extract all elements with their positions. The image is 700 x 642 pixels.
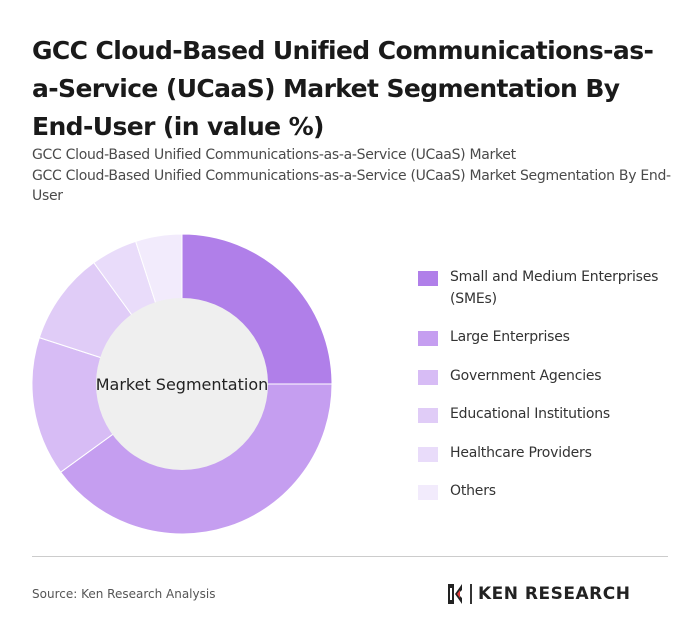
legend-label: Healthcare Providers <box>450 445 592 461</box>
legend-label: Educational Institutions <box>450 406 610 422</box>
legend-label: Government Agencies <box>450 368 602 384</box>
chart-subtitle-2: GCC Cloud-Based Unified Communications-a… <box>32 168 671 204</box>
legend-swatch <box>418 408 438 423</box>
brand-name: KEN RESEARCH <box>478 584 631 604</box>
legend-item-healthcare-providers: Healthcare Providers <box>418 442 675 464</box>
legend-swatch <box>418 447 438 462</box>
donut-center <box>96 298 268 470</box>
legend-label: Small and Medium Enterprises (SMEs) <box>450 269 659 307</box>
brand-logo: KEN RESEARCH <box>446 582 630 606</box>
chart-subtitle-1: GCC Cloud-Based Unified Communications-a… <box>32 147 516 163</box>
brand-separator <box>470 584 472 604</box>
legend-item-others: Others <box>418 480 675 502</box>
ken-research-logo-icon <box>448 584 462 604</box>
legend-item-educational-institutions: Educational Institutions <box>418 403 675 425</box>
legend-swatch <box>418 331 438 346</box>
legend-item-large-enterprises: Large Enterprises <box>418 326 675 348</box>
legend-swatch <box>418 485 438 500</box>
footer-divider <box>32 556 668 557</box>
legend-item-smes: Small and Medium Enterprises (SMEs) <box>418 266 675 310</box>
legend-label: Others <box>450 483 496 499</box>
legend-swatch <box>418 370 438 385</box>
legend-label: Large Enterprises <box>450 329 570 345</box>
chart-title: GCC Cloud-Based Unified Communications-a… <box>32 36 654 141</box>
legend-swatch <box>418 271 438 286</box>
source-note: Source: Ken Research Analysis <box>32 587 216 601</box>
donut-center-label: Market Segmentation <box>96 375 269 394</box>
donut-chart: Market Segmentation <box>31 233 333 535</box>
legend-item-government-agencies: Government Agencies <box>418 365 675 387</box>
